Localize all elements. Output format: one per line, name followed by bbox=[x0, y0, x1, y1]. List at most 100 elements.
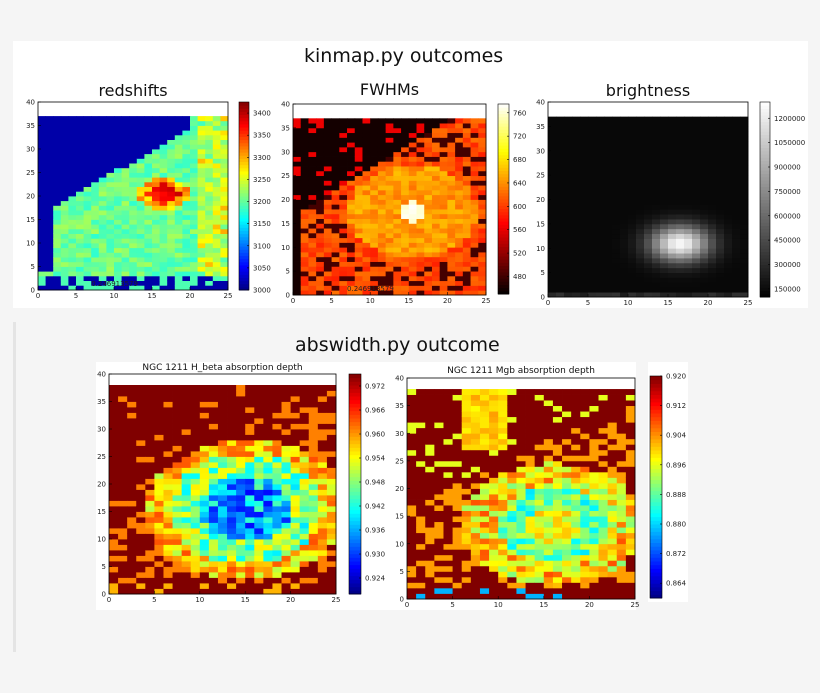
heatmap-cell bbox=[489, 538, 499, 545]
heatmap-cell bbox=[452, 532, 463, 539]
heatmap-cell bbox=[596, 165, 605, 171]
heatmap-cell bbox=[362, 209, 371, 215]
heatmap-cell bbox=[354, 213, 363, 219]
heatmap-cell bbox=[660, 209, 669, 215]
heatmap-cell bbox=[272, 511, 282, 518]
heatmap-cell bbox=[174, 210, 183, 216]
heatmap-cell bbox=[245, 440, 255, 446]
heatmap-cell bbox=[163, 462, 173, 468]
heatmap-cell bbox=[434, 460, 444, 467]
heatmap-cell bbox=[181, 412, 192, 419]
heatmap-cell bbox=[53, 238, 62, 244]
heatmap-cell bbox=[443, 560, 453, 567]
heatmap-cell bbox=[564, 272, 573, 278]
heatmap-cell bbox=[416, 266, 425, 272]
heatmap-cell bbox=[76, 149, 84, 155]
heatmap-cell bbox=[455, 185, 464, 191]
heatmap-cell bbox=[323, 256, 332, 262]
heatmap-cell bbox=[263, 533, 273, 540]
heatmap-cell bbox=[740, 180, 749, 186]
heatmap-cell bbox=[281, 539, 291, 545]
heatmap-cell bbox=[227, 489, 237, 496]
heatmap-cell bbox=[154, 456, 164, 463]
heatmap-cell bbox=[408, 127, 417, 134]
heatmap-cell bbox=[212, 196, 221, 202]
heatmap-cell bbox=[83, 125, 92, 131]
heatmap-cell bbox=[489, 543, 499, 550]
heatmap-cell bbox=[144, 205, 153, 211]
heatmap-cell bbox=[167, 266, 176, 272]
colorbar-segment bbox=[760, 154, 770, 158]
heatmap-cell bbox=[136, 177, 145, 183]
heatmap-cell bbox=[38, 275, 46, 281]
heatmap-cell bbox=[45, 200, 54, 206]
heatmap-cell bbox=[416, 543, 426, 550]
heatmap-cell bbox=[588, 214, 597, 220]
heatmap-cell bbox=[571, 521, 581, 528]
heatmap-cell bbox=[163, 412, 173, 419]
heatmap-cell bbox=[407, 449, 417, 456]
heatmap-cell bbox=[479, 576, 490, 583]
heatmap-cell bbox=[628, 233, 637, 239]
heatmap-cell bbox=[263, 528, 273, 534]
heatmap-cell bbox=[174, 224, 183, 230]
heatmap-cell bbox=[308, 566, 319, 573]
heatmap-cell bbox=[543, 532, 554, 539]
heatmap-cell bbox=[154, 489, 164, 496]
heatmap-cell bbox=[370, 189, 379, 196]
heatmap-cell bbox=[197, 177, 206, 183]
heatmap-cell bbox=[564, 199, 573, 205]
heatmap-cell bbox=[452, 438, 463, 445]
heatmap-cell bbox=[220, 214, 229, 220]
colorbar bbox=[239, 102, 249, 291]
heatmap-cell bbox=[263, 506, 273, 512]
heatmap-cell bbox=[562, 466, 572, 473]
colorbar-segment bbox=[349, 403, 361, 408]
heatmap-cell bbox=[478, 175, 487, 181]
heatmap-cell bbox=[385, 151, 394, 157]
heatmap-cell bbox=[245, 517, 255, 523]
heatmap-cell bbox=[145, 478, 155, 485]
heatmap-cell bbox=[470, 516, 481, 523]
heatmap-cell bbox=[38, 224, 46, 230]
heatmap-cell bbox=[254, 528, 264, 534]
heatmap-cell bbox=[724, 223, 733, 230]
heatmap-cell bbox=[425, 422, 435, 429]
colorbar-segment bbox=[349, 392, 361, 397]
colorbar-segment bbox=[349, 399, 361, 404]
heatmap-cell bbox=[199, 511, 210, 518]
heatmap-cell bbox=[272, 555, 282, 562]
heatmap-cell bbox=[300, 218, 309, 224]
heatmap-cell bbox=[144, 125, 153, 131]
heatmap-cell bbox=[45, 149, 54, 155]
heatmap-cell bbox=[83, 181, 92, 187]
heatmap-cell bbox=[127, 396, 137, 402]
heatmap-cell bbox=[716, 258, 725, 264]
heatmap-cell bbox=[205, 224, 214, 230]
heatmap-cell bbox=[668, 184, 677, 191]
heatmap-cell bbox=[152, 214, 160, 220]
heatmap-cell bbox=[431, 175, 441, 181]
colorbar-segment bbox=[498, 290, 509, 295]
heatmap-cell bbox=[145, 539, 155, 545]
heatmap-cell bbox=[434, 527, 444, 534]
heatmap-cell bbox=[589, 576, 599, 583]
heatmap-cell bbox=[724, 253, 733, 259]
heatmap-cell bbox=[407, 593, 417, 600]
heatmap-cell bbox=[68, 186, 77, 192]
heatmap-cell bbox=[362, 161, 371, 167]
heatmap-cell bbox=[470, 204, 479, 210]
heatmap-cell bbox=[385, 266, 394, 272]
heatmap-cell bbox=[53, 177, 62, 183]
heatmap-cell bbox=[205, 210, 214, 216]
heatmap-cell bbox=[393, 170, 402, 177]
heatmap-cell bbox=[317, 429, 328, 435]
heatmap-cell bbox=[461, 554, 472, 561]
colorbar-segment bbox=[349, 550, 361, 555]
heatmap-cell bbox=[416, 146, 425, 153]
heatmap-cell bbox=[479, 527, 490, 534]
heatmap-cell bbox=[385, 199, 394, 205]
colorbar-segment bbox=[239, 243, 249, 247]
heatmap-cell bbox=[489, 565, 499, 572]
colorbar-segment bbox=[498, 164, 509, 168]
